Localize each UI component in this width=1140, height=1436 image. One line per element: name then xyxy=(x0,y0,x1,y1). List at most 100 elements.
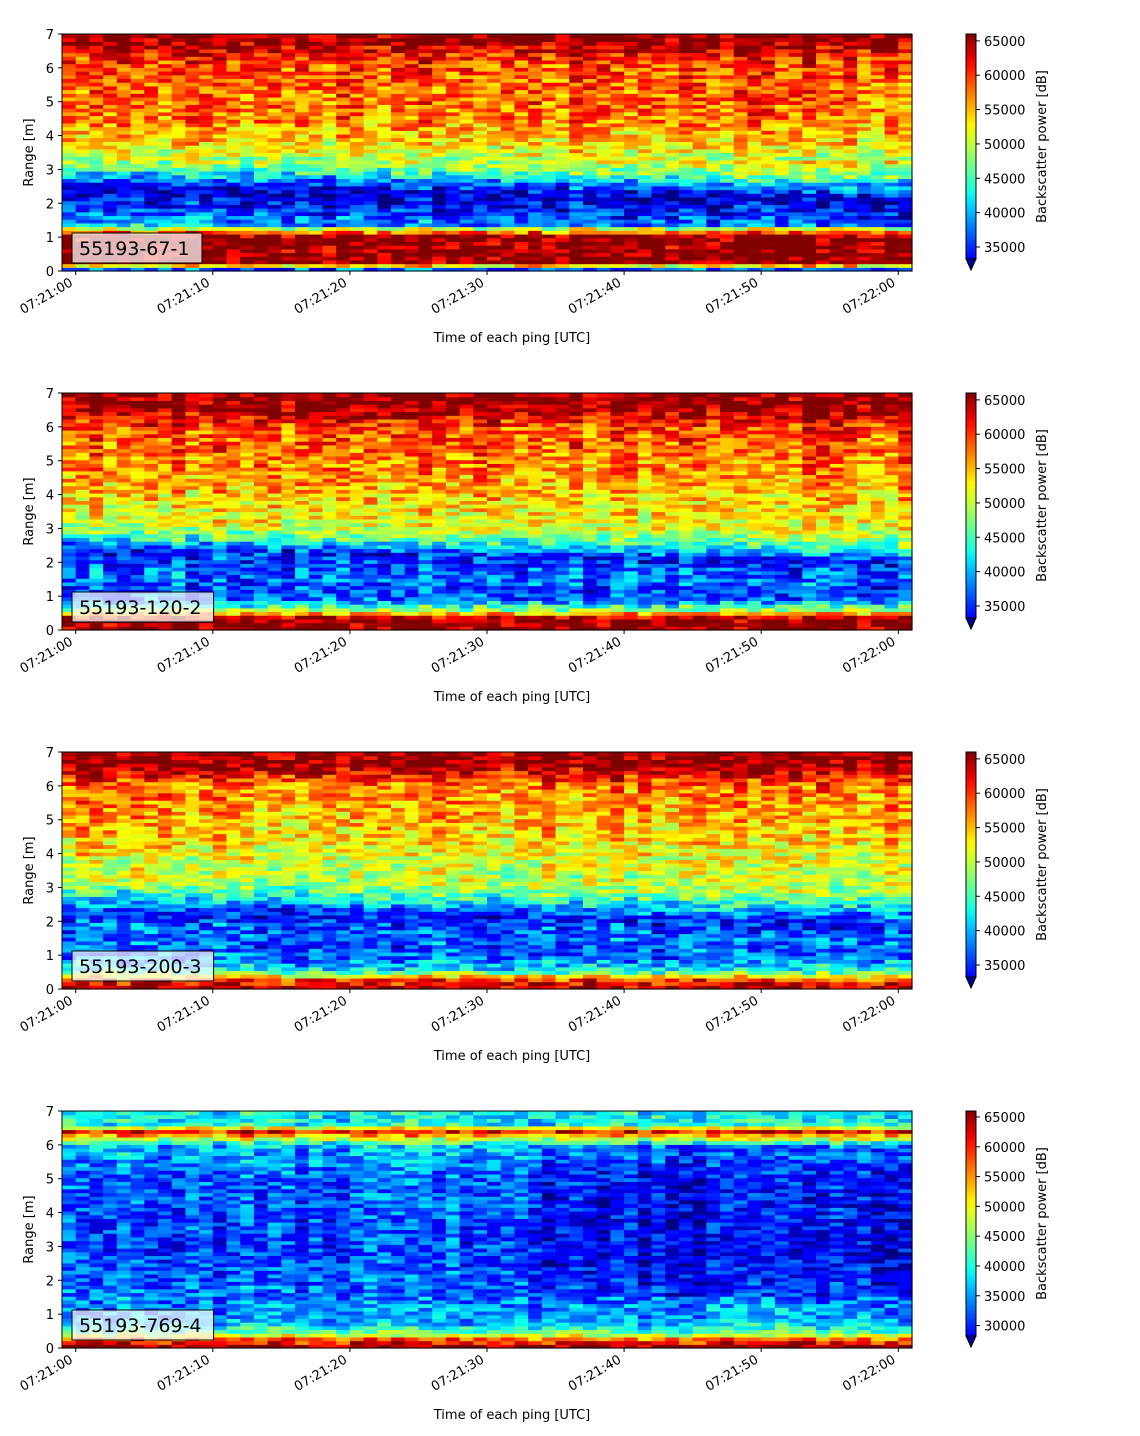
heatmap-cell xyxy=(212,537,228,542)
heatmap-cell xyxy=(240,167,255,172)
heatmap-cell xyxy=(199,193,214,198)
heatmap-cell xyxy=(514,137,529,142)
heatmap-cell xyxy=(157,185,173,191)
heatmap-cell xyxy=(62,515,77,520)
heatmap-cell xyxy=(706,41,721,46)
heatmap-cell xyxy=(212,570,228,576)
heatmap-cell xyxy=(829,233,845,239)
heatmap-cell xyxy=(212,544,228,550)
heatmap-cell xyxy=(898,37,913,42)
heatmap-cell xyxy=(62,570,77,576)
heatmap-cell xyxy=(226,74,241,80)
heatmap-cell xyxy=(651,233,666,239)
heatmap-cell xyxy=(582,34,598,39)
heatmap-cell xyxy=(157,52,173,57)
heatmap-cell xyxy=(157,422,173,427)
heatmap-cell xyxy=(144,589,159,594)
heatmap-cell xyxy=(870,204,886,209)
heatmap-cell xyxy=(363,119,378,124)
heatmap-cell xyxy=(651,267,666,272)
heatmap-cell xyxy=(692,52,707,57)
heatmap-cell xyxy=(75,204,91,209)
heatmap-cell xyxy=(473,256,488,261)
heatmap-cell xyxy=(706,256,721,261)
heatmap-cell xyxy=(720,152,735,157)
heatmap-cell xyxy=(582,48,598,54)
heatmap-cell xyxy=(802,82,817,87)
heatmap-cell xyxy=(706,48,721,54)
heatmap-cell xyxy=(103,230,118,235)
heatmap-cell xyxy=(199,500,214,505)
heatmap-cell xyxy=(761,133,776,139)
heatmap-cell xyxy=(240,74,255,80)
heatmap-cell xyxy=(240,96,255,102)
heatmap-cell xyxy=(199,578,214,583)
heatmap-cell xyxy=(692,104,707,109)
heatmap-cell xyxy=(459,48,474,54)
heatmap-cell xyxy=(596,171,611,176)
heatmap-cell xyxy=(774,137,790,142)
heatmap-cell xyxy=(528,156,543,161)
heatmap-cell xyxy=(651,222,666,228)
heatmap-cell xyxy=(733,45,749,50)
heatmap-cell xyxy=(240,467,255,472)
heatmap-cell xyxy=(514,130,529,135)
heatmap-cell xyxy=(610,71,625,76)
heatmap-cell xyxy=(240,626,255,631)
heatmap-cell xyxy=(445,233,461,239)
heatmap-cell xyxy=(349,96,365,102)
heatmap-cell xyxy=(569,37,584,42)
heatmap-cell xyxy=(884,133,899,139)
heatmap-cell xyxy=(582,230,598,235)
heatmap-cell xyxy=(624,208,639,213)
heatmap-cell xyxy=(295,52,310,57)
heatmap-cell xyxy=(253,67,269,72)
heatmap-cell xyxy=(678,74,694,80)
heatmap-cell xyxy=(569,252,584,257)
heatmap-cell xyxy=(377,193,392,198)
heatmap-cell xyxy=(199,522,214,527)
heatmap-cell xyxy=(500,241,516,246)
heatmap-cell xyxy=(898,189,913,194)
heatmap-cell xyxy=(761,182,776,187)
heatmap-cell xyxy=(171,130,186,135)
heatmap-cell xyxy=(185,581,200,587)
heatmap-cell xyxy=(253,37,269,42)
heatmap-cell xyxy=(802,130,817,135)
heatmap-cell xyxy=(336,174,351,180)
heatmap-cell xyxy=(637,167,653,172)
heatmap-cell xyxy=(322,185,337,191)
heatmap-cell xyxy=(706,241,721,246)
heatmap-cell xyxy=(610,130,625,135)
heatmap-cell xyxy=(171,404,186,409)
heatmap-cell xyxy=(377,226,392,231)
heatmap-cell xyxy=(144,452,159,457)
heatmap-cell xyxy=(651,237,666,242)
heatmap-cell xyxy=(253,452,269,457)
heatmap-cell xyxy=(692,163,707,168)
heatmap-cell xyxy=(733,85,749,91)
heatmap-cell xyxy=(240,45,255,50)
heatmap-cell xyxy=(212,515,228,520)
heatmap-cell xyxy=(253,204,269,209)
heatmap-cell xyxy=(62,241,77,246)
heatmap-cell xyxy=(336,59,351,65)
heatmap-cell xyxy=(898,248,913,254)
heatmap-cell xyxy=(829,222,845,228)
heatmap-cell xyxy=(473,89,488,94)
heatmap-cell xyxy=(226,126,241,131)
heatmap-cell xyxy=(240,263,255,268)
heatmap-cell xyxy=(363,248,378,254)
heatmap-cell xyxy=(788,159,803,165)
heatmap-cell xyxy=(336,241,351,246)
heatmap-cell xyxy=(582,156,598,161)
heatmap-cell xyxy=(240,267,255,272)
heatmap-cell xyxy=(171,537,186,542)
heatmap-cell xyxy=(199,37,214,42)
heatmap-cell xyxy=(185,82,200,87)
heatmap-cell xyxy=(829,119,845,124)
heatmap-cell xyxy=(75,492,91,498)
heatmap-cell xyxy=(240,71,255,76)
heatmap-cell xyxy=(377,89,392,94)
heatmap-cell xyxy=(253,96,269,102)
